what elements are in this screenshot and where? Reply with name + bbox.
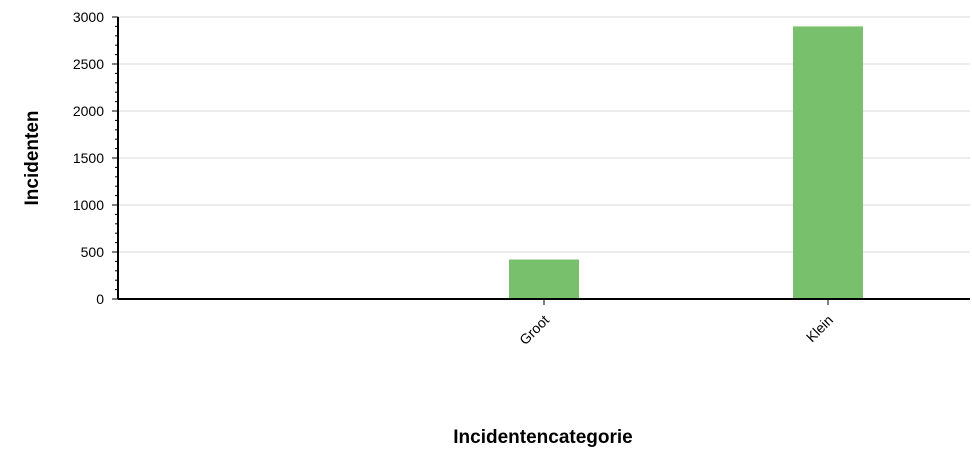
x-tick-label: Groot [516,312,552,348]
x-axis-title: Incidentencategorie [453,427,633,448]
bar-groot[interactable] [509,259,579,299]
x-tick-label: Klein [803,312,836,345]
y-axis-ticks: 0 500 1000 1500 2000 2500 3000 [73,9,118,307]
bars [509,26,863,300]
y-tick-label: 2000 [73,103,104,119]
y-tick-label: 1000 [73,197,104,213]
x-axis-ticks: Groot Klein [516,299,836,348]
bar-klein[interactable] [793,26,863,300]
y-axis-title: Incidenten [22,110,43,205]
y-tick-label: 3000 [73,9,104,25]
y-tick-label: 500 [81,244,105,260]
y-tick-label: 0 [96,291,104,307]
y-tick-label: 1500 [73,150,104,166]
y-tick-label: 2500 [73,56,104,72]
